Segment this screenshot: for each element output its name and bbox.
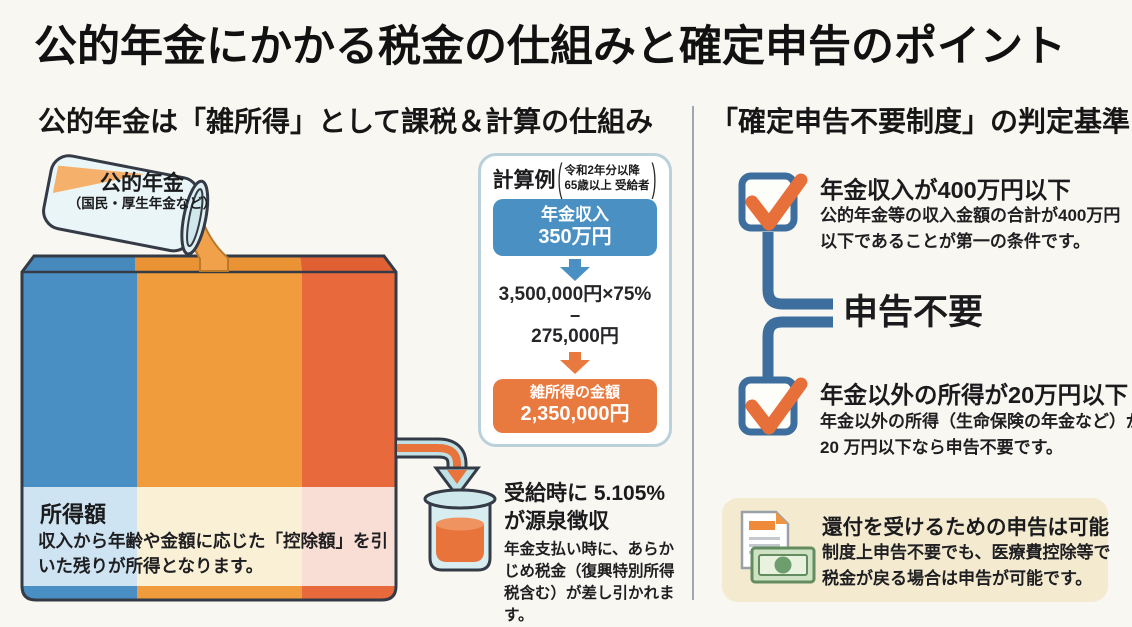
calc-note-line2: 65歳以上 受給者 bbox=[564, 180, 650, 192]
section-divider bbox=[692, 106, 694, 600]
pension-jar-label: 公的年金 （国民・厚生年金など） bbox=[60, 172, 224, 212]
tax-jar-graphic bbox=[423, 488, 497, 572]
pension-income-label: 年金収入 bbox=[541, 205, 609, 224]
checkbox-1-icon bbox=[738, 172, 808, 232]
pension-income-box: 年金収入 350万円 bbox=[493, 199, 657, 257]
right-section-heading: 「確定申告不要制度」の判定基準 bbox=[710, 106, 1131, 137]
misc-income-label: 雑所得の金額 bbox=[529, 383, 620, 401]
criterion-2-description: 年金以外の所得（生命保険の年金など）が20 万円以下なら申告不要です。 bbox=[820, 412, 1132, 457]
misc-income-box: 雑所得の金額 2,350,000円 bbox=[493, 378, 657, 434]
verdict-label: 申告不要 bbox=[843, 293, 984, 332]
misc-income-value: 2,350,000円 bbox=[520, 403, 630, 426]
refund-title: 還付を受けるための申告は可能 bbox=[822, 516, 1109, 539]
pension-jar-subtitle: （国民・厚生年金など） bbox=[67, 196, 217, 212]
calc-header: 計算例 ( 令和2年分以降 65歳以上 受給者 ) bbox=[489, 157, 661, 201]
calc-formula: 3,500,000円×75% − 275,000円 bbox=[489, 284, 661, 348]
calc-note: 令和2年分以降 65歳以上 受給者 bbox=[565, 164, 650, 194]
calc-note-line1: 令和2年分以降 bbox=[564, 165, 640, 178]
left-section-heading: 公的年金は「雑所得」として課税＆計算の仕組み bbox=[38, 106, 654, 137]
calc-example-card: 計算例 ( 令和2年分以降 65歳以上 受給者 ) 年金収入 350万円 3,5… bbox=[478, 153, 672, 447]
page-title: 公的年金にかかる税金の仕組みと確定申告のポイント bbox=[34, 23, 1066, 71]
income-box-label: 所得額 bbox=[40, 502, 107, 527]
calc-title: 計算例 bbox=[492, 169, 556, 192]
income-box-description: 収入から年齢や金額に応じた「控除額」を引いた残りが所得となります。 bbox=[38, 531, 388, 577]
pour-stream bbox=[182, 220, 229, 272]
criterion-1-title: 年金収入が400万円以下 bbox=[820, 177, 1071, 203]
calc-paren-open: ( bbox=[557, 156, 563, 202]
withholding-heading: 受給時に 5.105% が源泉徴収 bbox=[504, 482, 666, 533]
criterion-1-description: 公的年金等の収入金額の合計が400万円以下であることが第一の条件です。 bbox=[820, 206, 1121, 251]
checkbox-2-icon bbox=[738, 376, 808, 436]
down-arrow-orange-icon bbox=[489, 351, 661, 374]
pension-jar-title: 公的年金 bbox=[100, 172, 184, 195]
formula-deduction: 275,000円 bbox=[531, 325, 619, 347]
criterion-2-title: 年金以外の所得が20万円以下 bbox=[820, 382, 1129, 408]
withholding-description: 年金支払い時に、あらかじめ税金（復興特別所得税含む）が差し引かれます。 bbox=[504, 541, 675, 624]
pension-income-value: 350万円 bbox=[538, 226, 612, 249]
formula-minus: − bbox=[569, 306, 581, 327]
withholding-arrow bbox=[397, 437, 481, 499]
formula-multiply: 3,500,000円×75% bbox=[498, 284, 652, 306]
calc-paren-close: ) bbox=[651, 156, 657, 202]
refund-description: 制度上申告不要でも、医療費控除等で税金が戻る場合は申告が可能です。 bbox=[822, 543, 1111, 588]
down-arrow-blue-icon bbox=[489, 259, 661, 282]
